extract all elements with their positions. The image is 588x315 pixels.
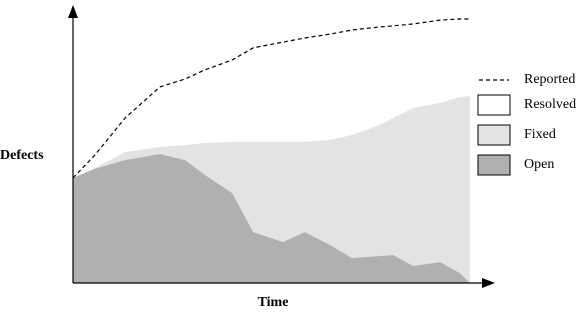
y-axis-label: Defects	[0, 148, 44, 163]
axes	[68, 5, 495, 288]
x-axis-label: Time	[258, 295, 289, 310]
lines	[72, 18, 470, 179]
legend-label: Open	[524, 157, 554, 172]
legend: Reported Resolved Fixed Open	[477, 72, 576, 176]
line	[72, 18, 470, 179]
legend-swatch	[477, 94, 511, 116]
legend-label: Reported	[524, 72, 575, 87]
legend-swatch	[477, 154, 511, 176]
y-axis-arrow	[68, 5, 78, 18]
legend-swatch	[477, 124, 511, 146]
legend-label: Fixed	[524, 127, 556, 142]
area	[73, 154, 470, 283]
areas	[73, 19, 470, 283]
legend-label: Resolved	[524, 97, 576, 112]
x-axis-arrow	[482, 278, 495, 288]
area	[73, 19, 470, 178]
area	[73, 96, 470, 283]
